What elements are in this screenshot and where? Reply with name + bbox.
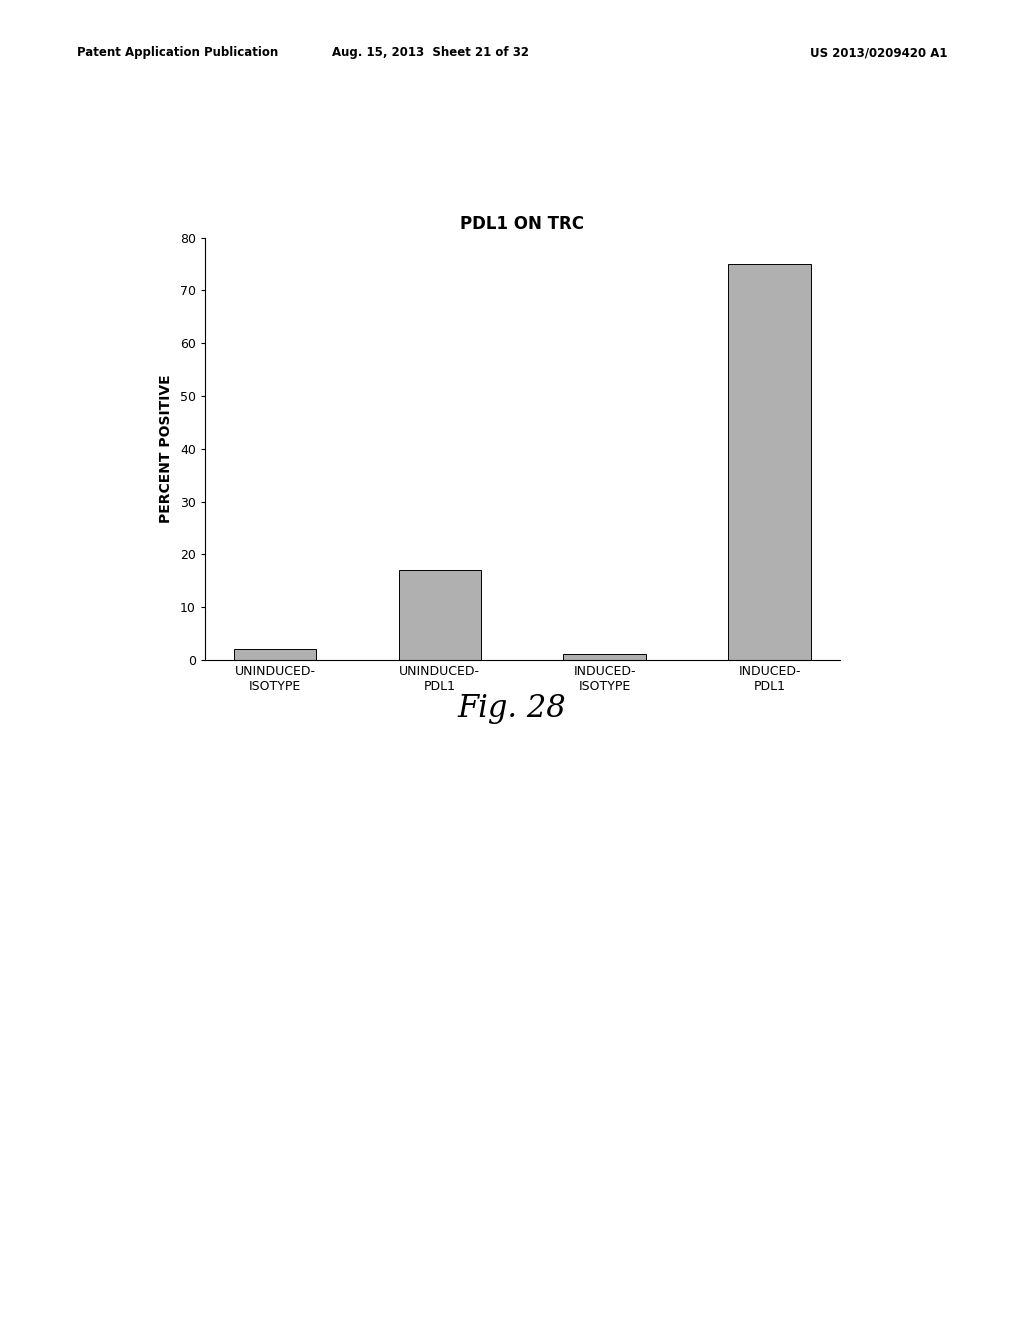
Text: Aug. 15, 2013  Sheet 21 of 32: Aug. 15, 2013 Sheet 21 of 32 <box>332 46 528 59</box>
Bar <box>233 649 316 660</box>
Text: Patent Application Publication: Patent Application Publication <box>77 46 279 59</box>
Bar <box>398 570 481 660</box>
Text: US 2013/0209420 A1: US 2013/0209420 A1 <box>810 46 947 59</box>
Y-axis label: PERCENT POSITIVE: PERCENT POSITIVE <box>159 375 173 523</box>
Text: Fig. 28: Fig. 28 <box>458 693 566 723</box>
Bar <box>728 264 811 660</box>
Bar <box>563 653 646 660</box>
Title: PDL1 ON TRC: PDL1 ON TRC <box>460 215 585 234</box>
